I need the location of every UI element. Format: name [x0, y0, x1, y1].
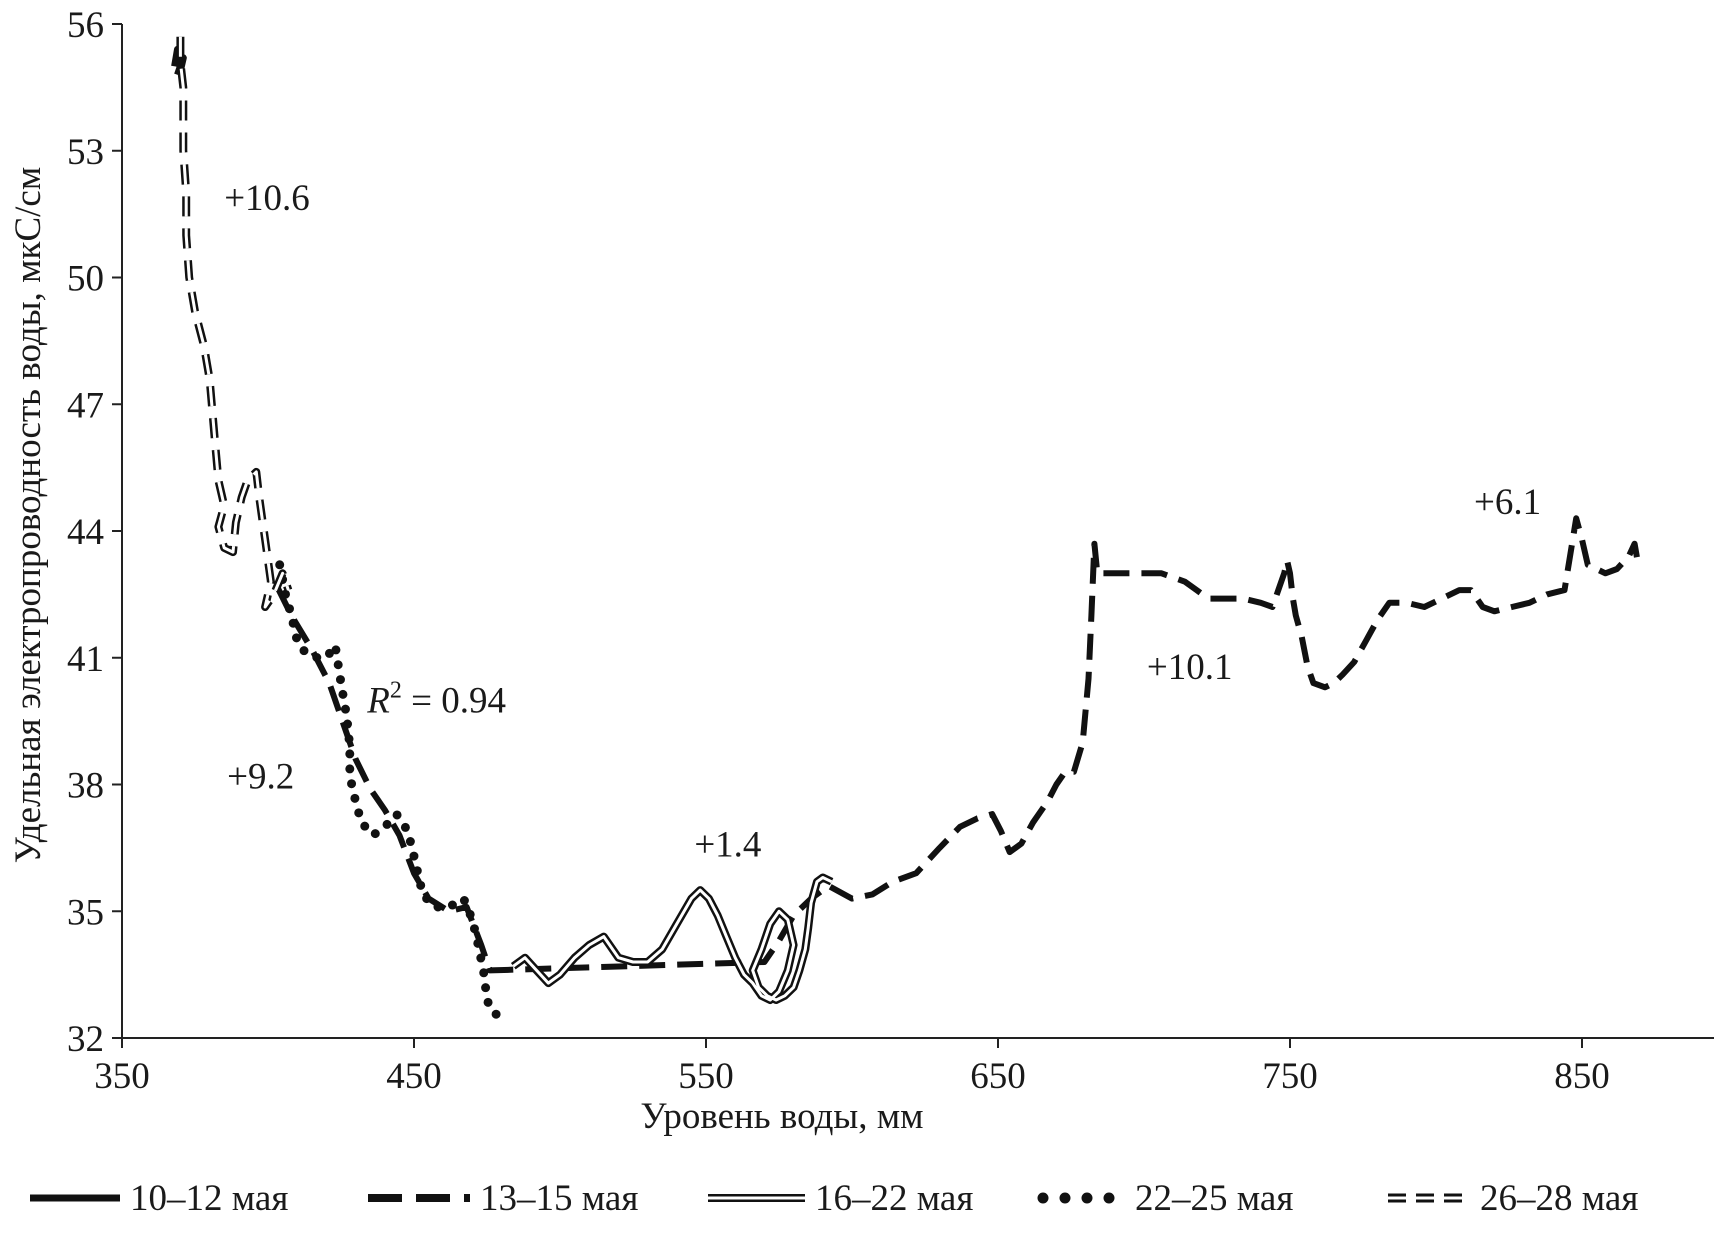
- y-tick-label: 50: [67, 259, 104, 300]
- y-tick-label: 41: [67, 639, 104, 680]
- legend-label: 13–15 мая: [480, 1178, 638, 1219]
- axis-labels: Уровень воды, мм Удельная электропроводн…: [8, 167, 924, 1137]
- y-axis-label: Удельная электропроводность воды, мкС/см: [8, 167, 49, 864]
- y-tick-label: 47: [67, 385, 104, 426]
- r-squared-value: = 0.94: [402, 681, 506, 722]
- r-squared-label: R2 = 0.94: [366, 678, 506, 722]
- legend-item-4: 22–25 мая: [1037, 1178, 1293, 1219]
- annotation-label: +6.1: [1474, 482, 1541, 523]
- legend-item-1: 10–12 мая: [30, 1178, 288, 1219]
- legend: 10–12 мая 13–15 мая 16–22 мая 22–25 мая 26–2…: [30, 1178, 1638, 1219]
- y-tick-label: 38: [67, 766, 104, 807]
- y-tick-label: 53: [67, 132, 104, 173]
- series-path-2: [274, 515, 1641, 974]
- legend-label: 16–22 мая: [815, 1178, 973, 1219]
- series-path-5-inner: [178, 36, 290, 609]
- y-tick-label: 32: [67, 1019, 104, 1060]
- series-line-5: [176, 36, 293, 611]
- x-tick-label: 450: [386, 1056, 442, 1097]
- series-path-3-inner: [512, 876, 833, 1002]
- legend-label: 26–28 мая: [1480, 1178, 1638, 1219]
- annotation-label: +10.1: [1147, 647, 1233, 688]
- x-axis-label: Уровень воды, мм: [640, 1096, 923, 1137]
- series-line-3: [510, 873, 834, 1004]
- annotation-label: +10.6: [224, 178, 310, 219]
- x-tick-label: 650: [970, 1056, 1026, 1097]
- r-squared-superscript: 2: [390, 678, 402, 704]
- series-path-5: [176, 36, 293, 611]
- annotation-layer: R2 = 0.94 +10.6 +9.2 +1.4 +10.1 +6.1: [224, 178, 1541, 865]
- x-tick-label: 750: [1262, 1056, 1318, 1097]
- x-tick-label: 850: [1554, 1056, 1610, 1097]
- legend-item-5: 26–28 мая: [1388, 1178, 1638, 1219]
- annotation-label: +1.4: [694, 824, 761, 865]
- series-line-2: [274, 515, 1641, 974]
- legend-label: 22–25 мая: [1135, 1178, 1293, 1219]
- series-path-4: [275, 560, 515, 1022]
- y-tick-label: 44: [67, 512, 104, 553]
- legend-item-2: 13–15 мая: [368, 1178, 638, 1219]
- x-tick-label: 350: [94, 1056, 150, 1097]
- legend-item-3: 16–22 мая: [708, 1178, 973, 1219]
- axes: 350 450 550 650 750 850 32 35 38 41 44 47 50 53 56: [67, 5, 1714, 1097]
- x-tick-label: 550: [678, 1056, 734, 1097]
- y-tick-label: 35: [67, 892, 104, 933]
- r-squared-symbol: R: [366, 681, 390, 722]
- y-tick-label: 56: [67, 5, 104, 46]
- series-layer: [171, 36, 1641, 1022]
- annotation-label: +9.2: [227, 757, 294, 798]
- legend-label: 10–12 мая: [130, 1178, 288, 1219]
- series-line-4: [275, 560, 515, 1022]
